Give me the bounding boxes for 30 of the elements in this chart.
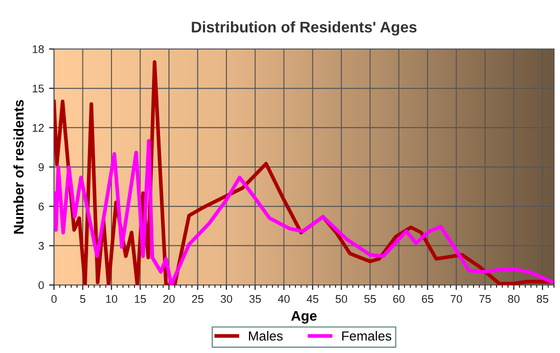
y-tick-label: 12 (32, 124, 44, 132)
x-tick-label: 35 (249, 295, 261, 303)
y-tick-label: 18 (32, 45, 44, 54)
x-tick-label: 5 (80, 295, 86, 303)
y-tick-label: 0 (38, 281, 44, 290)
x-tick-label: 20 (163, 295, 175, 303)
x-tick-label: 45 (306, 295, 318, 303)
x-tick-label: 55 (364, 295, 376, 303)
x-tick-label: 25 (192, 295, 204, 303)
x-tick-label: 15 (134, 295, 146, 303)
x-tick-label: 70 (450, 295, 462, 303)
chart-title: Distribution of Residents' Ages (192, 21, 417, 36)
x-tick-label: 30 (220, 295, 232, 303)
y-tick-label: 3 (38, 242, 44, 250)
legend-label: Females (342, 330, 392, 341)
x-tick-label: 50 (336, 295, 348, 303)
y-axis-title: Number of residents (13, 100, 24, 234)
legend-label: Males (248, 330, 283, 341)
y-tick-label: 15 (32, 84, 44, 92)
x-tick-label: 75 (479, 295, 491, 303)
x-tick-label: 80 (508, 295, 520, 303)
y-tick-label: 9 (38, 163, 44, 172)
x-tick-label: 65 (422, 295, 434, 303)
x-tick-label: 40 (278, 295, 290, 303)
x-tick-label: 10 (106, 295, 118, 303)
x-tick-label: 0 (51, 295, 57, 303)
y-tick-label: 6 (38, 202, 44, 210)
x-tick-label: 60 (393, 295, 405, 303)
x-axis-title: Age (291, 311, 317, 324)
x-tick-label: 85 (536, 295, 548, 303)
